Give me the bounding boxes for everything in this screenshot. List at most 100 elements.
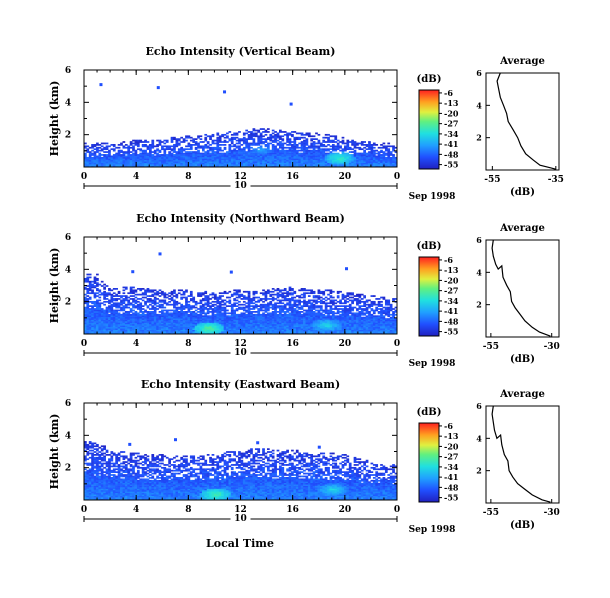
heatmap-cell: [201, 329, 205, 332]
heatmap-cell: [110, 308, 114, 310]
heatmap-cell: [307, 323, 311, 326]
heatmap-cell: [377, 154, 381, 156]
heatmap-cell: [295, 152, 299, 155]
heatmap-cell: [264, 151, 268, 153]
heatmap-cell: [206, 321, 210, 323]
heatmap-cell: [348, 156, 352, 159]
heatmap-cell: [365, 165, 369, 168]
colorbar-tick-label: -48: [444, 149, 459, 159]
heatmap-cell: [319, 164, 323, 166]
heatmap-cell: [211, 292, 215, 295]
heatmap-cell: [134, 149, 138, 152]
heatmap-cell: [319, 315, 323, 318]
heatmap-cell: [358, 152, 362, 155]
heatmap-cell: [230, 329, 234, 332]
heatmap-cell: [305, 146, 309, 149]
heatmap-cell: [93, 161, 97, 163]
heatmap-cell: [98, 322, 102, 325]
heatmap-cell: [189, 299, 193, 302]
heatmap-cell: [353, 146, 357, 149]
x-tick-label: 20: [339, 172, 352, 182]
day-marker-bg: [230, 180, 251, 189]
heatmap-cell: [252, 316, 256, 319]
heatmap-cell: [365, 159, 369, 162]
heatmap-cell: [305, 289, 309, 292]
heatmap-cell: [291, 316, 294, 319]
heatmap-cell: [110, 326, 114, 329]
heatmap-cell: [312, 161, 316, 163]
heatmap-cell: [175, 152, 179, 155]
heatmap-cell: [189, 329, 193, 332]
heatmap-cell: [315, 300, 318, 303]
heatmap-cell: [144, 331, 147, 333]
heatmap-cell: [144, 302, 147, 305]
heatmap-cell: [153, 325, 157, 328]
heatmap-cell: [368, 151, 371, 153]
heatmap-cell: [286, 326, 289, 329]
heatmap-cell: [322, 151, 326, 153]
heatmap-cell: [279, 144, 282, 146]
heatmap-cell: [103, 148, 106, 151]
heatmap-cell: [252, 296, 256, 299]
heatmap-cell: [88, 154, 92, 156]
heatmap-cell: [223, 292, 227, 295]
heatmap-cell: [194, 154, 198, 156]
heatmap-cell: [88, 321, 92, 323]
heatmap-cell: [204, 296, 208, 299]
heatmap-cell: [363, 159, 366, 162]
heatmap-cell: [324, 302, 328, 305]
heatmap-cell: [129, 321, 133, 323]
heatmap-cell: [93, 300, 97, 303]
heatmap-cell: [177, 308, 181, 310]
heatmap-cell: [201, 152, 205, 155]
heatmap-cell: [252, 325, 256, 328]
heatmap-cell: [158, 292, 162, 295]
heatmap-cell: [259, 332, 263, 335]
heatmap-cell: [336, 331, 340, 333]
heatmap-cell: [310, 318, 314, 320]
heatmap-cell: [84, 311, 87, 313]
heatmap-cell: [153, 302, 157, 305]
heatmap-cell: [269, 161, 273, 163]
heatmap-cell: [230, 161, 234, 163]
heatmap-cell: [170, 161, 174, 163]
heatmap-cell: [124, 312, 128, 315]
heatmap-cell: [221, 322, 224, 325]
heatmap-cell: [204, 139, 208, 142]
heatmap-cell: [305, 139, 309, 142]
heatmap-cell: [151, 155, 155, 158]
heatmap-cell: [307, 133, 311, 136]
heatmap-cell: [180, 325, 184, 328]
heatmap-cell: [329, 328, 333, 330]
heatmap-cell: [269, 328, 273, 330]
heatmap-cell: [377, 155, 381, 158]
heatmap-cell: [274, 164, 277, 166]
heatmap-cell: [149, 146, 152, 149]
heatmap-cell: [151, 329, 155, 332]
heatmap-cell: [324, 316, 328, 319]
heatmap-cell: [144, 165, 147, 168]
heatmap-cell: [165, 296, 169, 299]
heatmap-cell: [88, 273, 92, 276]
heatmap-cell: [344, 156, 347, 159]
heatmap-cell: [204, 319, 208, 322]
heatmap-cell: [329, 155, 333, 158]
heatmap-cell: [331, 326, 335, 329]
heatmap-cell: [194, 152, 198, 155]
heatmap-cell: [363, 164, 366, 166]
heatmap-cell: [117, 149, 121, 152]
heatmap-cell: [201, 328, 205, 330]
heatmap-cell: [144, 151, 147, 153]
heatmap-cell: [375, 159, 379, 162]
heatmap-cell: [247, 292, 251, 295]
heatmap-cell: [324, 159, 328, 162]
heatmap-cell: [120, 319, 123, 322]
heatmap-cell: [134, 141, 138, 143]
heatmap-cell: [105, 328, 109, 330]
heatmap-cell: [132, 309, 135, 312]
heatmap-cell: [98, 156, 102, 159]
heatmap-cell: [129, 319, 133, 322]
heatmap-cell: [211, 326, 215, 329]
heatmap-cell: [336, 148, 340, 151]
heatmap-cell: [288, 159, 292, 162]
